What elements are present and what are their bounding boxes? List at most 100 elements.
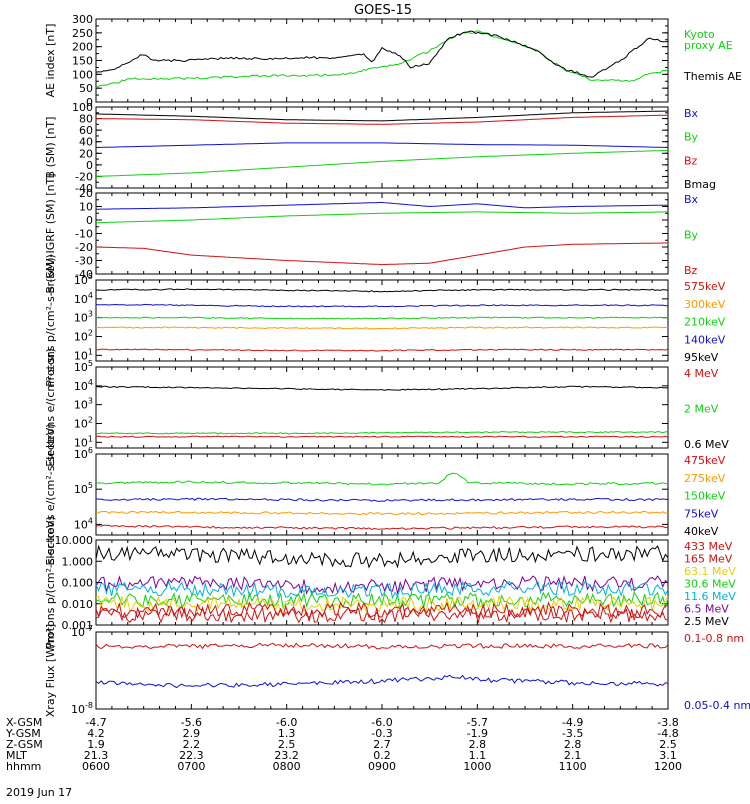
- series-line: [95, 430, 669, 435]
- y-tick-label: 100: [72, 101, 93, 114]
- y-tick-label: 104: [74, 291, 93, 306]
- footer-value: 4.2: [87, 727, 105, 740]
- y-tick-label: 10-8: [71, 701, 93, 716]
- legend-label: 165 MeV: [684, 553, 733, 566]
- legend-label: By: [684, 229, 699, 242]
- y-tick-label: 106: [74, 446, 93, 461]
- footer-value: -4.8: [657, 727, 678, 740]
- footer-value: 3.1: [659, 749, 677, 762]
- legend-label: 275keV: [684, 472, 726, 485]
- footer-row-label: MLT: [6, 749, 27, 762]
- series-line: [95, 580, 669, 600]
- legend-label: 0.05-0.4 nm: [684, 699, 750, 712]
- legend-label: By: [684, 131, 699, 144]
- series-line: [96, 201, 668, 210]
- legend-label: 0.1-0.8 nm: [684, 632, 744, 645]
- y-axis-label: Electrons e/(cm²-s-sr): [44, 348, 57, 467]
- y-tick-label: 10: [79, 201, 93, 214]
- series-line: [95, 30, 669, 78]
- footer-value: 1.3: [278, 727, 296, 740]
- footer-value: -6.0: [371, 716, 392, 729]
- legend-label: 475keV: [684, 454, 726, 467]
- series-line: [95, 605, 669, 625]
- legend-label: Bx: [684, 107, 699, 120]
- footer-value: 2.2: [183, 738, 201, 751]
- footer-value: 22.3: [179, 749, 204, 762]
- footer-value: 0900: [368, 760, 396, 773]
- footer-value: 1100: [559, 760, 587, 773]
- panel-frame: [95, 631, 669, 710]
- y-tick-label: -20: [75, 170, 93, 183]
- y-tick-label: 102: [74, 328, 93, 343]
- series-line: [95, 435, 669, 438]
- series-line: [95, 591, 669, 611]
- legend-label: Themis AE: [683, 70, 742, 83]
- footer-value: -6.0: [276, 716, 297, 729]
- footer-value: 2.7: [373, 738, 391, 751]
- y-tick-label: 103: [74, 397, 93, 412]
- series-line: [96, 348, 669, 352]
- footer-row-label: hhmm: [6, 760, 41, 773]
- y-axis-label: AE index [nT]: [44, 24, 57, 98]
- footer-row-label: Z-GSM: [6, 738, 43, 751]
- panel-frame: [95, 18, 669, 103]
- series-line: [96, 114, 669, 125]
- footer-row-label: X-GSM: [6, 716, 42, 729]
- y-tick-label: 100: [72, 68, 93, 81]
- y-tick-label: 40: [79, 136, 93, 149]
- series-line: [95, 574, 669, 595]
- y-axis-label: Protons p/(cm²-s-sr-keV): [44, 516, 57, 649]
- series-line: [95, 110, 669, 122]
- series-line: [95, 242, 669, 266]
- y-tick-label: 10-7: [71, 624, 93, 639]
- y-tick-label: 104: [74, 378, 93, 393]
- series-line: [95, 544, 669, 569]
- y-axis-label: Protons p/(cm²-s-sr-keV): [44, 254, 57, 387]
- footer-value: -4.7: [85, 716, 106, 729]
- y-tick-label: 150: [72, 55, 93, 68]
- footer-value: 0.2: [373, 749, 391, 762]
- y-tick-label: 20: [79, 187, 93, 200]
- series-line: [95, 642, 669, 650]
- series-line: [95, 30, 669, 89]
- y-axis-label: B (SM) [nT]: [44, 117, 57, 179]
- legend-label: Bz: [684, 154, 698, 167]
- y-tick-label: 10.000: [55, 534, 94, 547]
- y-tick-label: 200: [72, 41, 93, 54]
- y-tick-label: 105: [74, 272, 93, 287]
- y-tick-label: 60: [79, 124, 93, 137]
- legend-label: 75keV: [684, 507, 719, 520]
- y-tick-label: 250: [72, 27, 93, 40]
- footer-value: 2.5: [659, 738, 677, 751]
- y-tick-label: 102: [74, 415, 93, 430]
- series-line: [95, 674, 669, 689]
- footer-value: -3.5: [562, 727, 583, 740]
- series-line: [95, 510, 669, 516]
- y-tick-label: 300: [72, 13, 93, 26]
- footer-value: 0800: [273, 760, 301, 773]
- footer-value: 2.8: [469, 738, 487, 751]
- y-tick-label: 0: [86, 214, 93, 227]
- footer-value: 2.9: [183, 727, 201, 740]
- series-line: [95, 211, 668, 224]
- legend-label: 4 MeV: [684, 367, 719, 380]
- series-line: [95, 149, 669, 177]
- y-tick-label: 105: [74, 481, 93, 496]
- series-line: [95, 303, 669, 308]
- footer-value: 2.8: [564, 738, 582, 751]
- y-tick-label: -40: [75, 268, 93, 281]
- y-tick-label: -20: [75, 241, 93, 254]
- y-tick-label: 0.001: [62, 619, 94, 632]
- panel-frame: [95, 453, 669, 536]
- footer-value: 1.9: [87, 738, 105, 751]
- legend-label: 6.5 MeV: [684, 603, 729, 616]
- y-axis-label: B (SM)-IGRF (SM) [nT]: [44, 173, 57, 293]
- footer-table: X-GSM -4.7 -5.6 -6.0 -6.0 -5.7 -4.9 -3.8 Y-GSM 4.…: [5, 716, 682, 773]
- legend-label: Bz: [684, 264, 698, 277]
- y-tick-label: -10: [75, 228, 93, 241]
- date-label: 2019 Jun 17: [6, 786, 72, 799]
